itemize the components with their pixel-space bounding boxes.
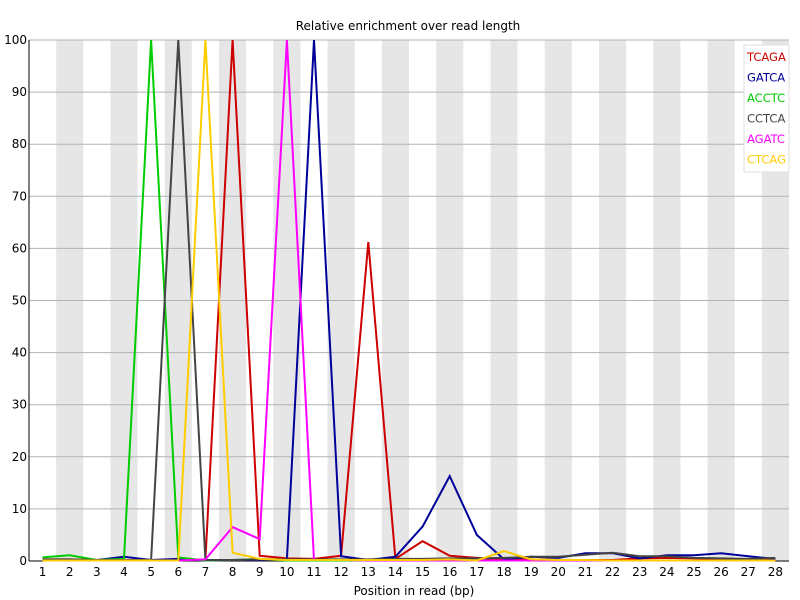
x-tick-25: 25 <box>686 565 701 579</box>
chart-title: Relative enrichment over read length <box>296 19 521 33</box>
x-tick-22: 22 <box>605 565 620 579</box>
x-tick-2: 2 <box>66 565 74 579</box>
series-line-CCTCA <box>42 39 776 561</box>
series-lines <box>42 39 776 562</box>
x-tick-1: 1 <box>39 565 47 579</box>
x-tick-8: 8 <box>229 565 237 579</box>
legend-entry-CTCAG: CTCAG <box>747 153 786 167</box>
x-tick-19: 19 <box>524 565 539 579</box>
x-tick-9: 9 <box>256 565 264 579</box>
x-tick-6: 6 <box>174 565 182 579</box>
legend-entry-CCTCA: CCTCA <box>747 112 785 126</box>
x-tick-20: 20 <box>551 565 566 579</box>
legend-entry-ACCTC: ACCTC <box>747 91 785 105</box>
x-tick-7: 7 <box>202 565 210 579</box>
x-tick-21: 21 <box>578 565 593 579</box>
x-tick-18: 18 <box>496 565 511 579</box>
x-tick-labels: 1 2 3 4 5 6 7 8 9 10 11 12 13 14 15 16 17 18 19 20 21 22 23 24 2… <box>39 565 783 579</box>
x-tick-24: 24 <box>659 565 674 579</box>
x-tick-16: 16 <box>442 565 457 579</box>
legend-box <box>743 44 790 173</box>
y-tick-90: 90 <box>12 85 27 99</box>
horizontal-gridlines <box>29 39 789 562</box>
y-tick-10: 10 <box>12 502 27 516</box>
x-tick-11: 11 <box>306 565 321 579</box>
y-tick-70: 70 <box>12 189 27 203</box>
y-tick-20: 20 <box>12 450 27 464</box>
x-tick-26: 26 <box>714 565 729 579</box>
x-axis-title: Position in read (bp) <box>354 584 475 598</box>
x-tick-12: 12 <box>334 565 349 579</box>
y-tick-100: 100 <box>4 33 27 47</box>
legend-entry-TCAGA: TCAGA <box>746 50 786 64</box>
x-tick-13: 13 <box>361 565 376 579</box>
x-tick-4: 4 <box>120 565 128 579</box>
legend-entry-AGATC: AGATC <box>747 132 785 146</box>
x-tick-23: 23 <box>632 565 647 579</box>
x-tick-27: 27 <box>741 565 756 579</box>
x-tick-15: 15 <box>415 565 430 579</box>
x-tick-5: 5 <box>147 565 155 579</box>
x-tick-10: 10 <box>279 565 294 579</box>
y-tick-30: 30 <box>12 398 27 412</box>
x-tick-28: 28 <box>768 565 783 579</box>
series-line-CTCAG <box>42 39 776 562</box>
y-tick-labels: 0 10 20 30 40 50 60 70 80 90 100 <box>4 33 27 568</box>
legend: TCAGA GATCA ACCTC CCTCA AGATC CTCAG <box>743 44 790 173</box>
x-tick-3: 3 <box>93 565 101 579</box>
y-tick-40: 40 <box>12 346 27 360</box>
y-tick-60: 60 <box>12 241 27 255</box>
y-tick-50: 50 <box>12 294 27 308</box>
legend-entry-GATCA: GATCA <box>747 71 785 85</box>
y-tick-80: 80 <box>12 137 27 151</box>
x-tick-14: 14 <box>388 565 403 579</box>
x-tick-17: 17 <box>469 565 484 579</box>
y-tick-0: 0 <box>19 554 27 568</box>
